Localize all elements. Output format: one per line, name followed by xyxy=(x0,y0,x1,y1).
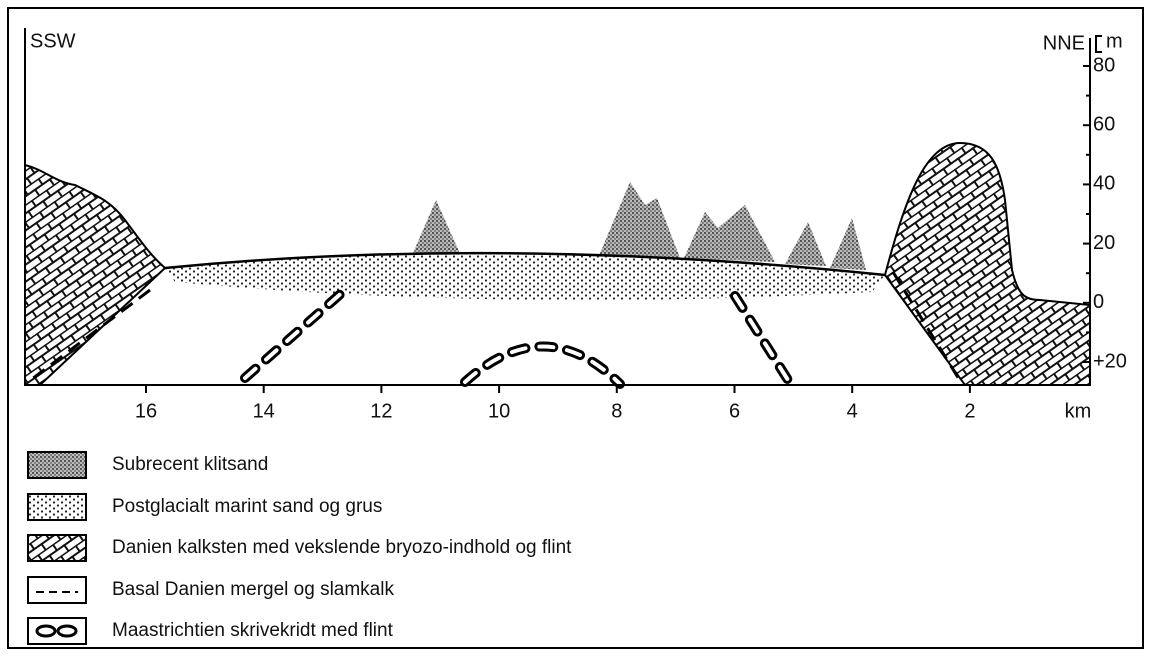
y-tick-label: 0 xyxy=(1093,291,1104,313)
legend-swatch xyxy=(28,452,86,478)
chalk-right xyxy=(885,143,1090,385)
right-label: NNE xyxy=(1043,32,1085,54)
y-tick-label: 60 xyxy=(1093,113,1115,135)
y-tick-label: 80 xyxy=(1093,54,1115,76)
page: SSW NNE m km 80 60 40 20 0 +20 16 14 12 10 8 6 4 2 Su… xyxy=(0,0,1151,656)
left-label: SSW xyxy=(30,30,76,52)
flint-bands xyxy=(245,290,788,384)
x-tick-label: 16 xyxy=(135,400,157,422)
legend-label: Postglacialt marint sand og grus xyxy=(112,496,382,517)
x-tick-label: 2 xyxy=(964,400,975,422)
y-tick-label: 20 xyxy=(1093,232,1115,254)
legend-swatch xyxy=(28,535,86,561)
legend-label: Subrecent klitsand xyxy=(112,454,268,475)
legend-swatch xyxy=(28,577,86,603)
legend-label: Maastrichtien skrivekridt med flint xyxy=(112,620,394,641)
x-tick-label: 4 xyxy=(847,400,858,422)
x-unit: km xyxy=(1065,400,1092,422)
x-tick-label: 12 xyxy=(370,400,392,422)
y-tick-label: 40 xyxy=(1093,173,1115,195)
x-tick-label: 10 xyxy=(488,400,510,422)
y-tick-label: +20 xyxy=(1093,350,1127,372)
unit: m xyxy=(1106,30,1123,52)
legend: Subrecent klitsand Postglacialt marint sa… xyxy=(28,452,572,644)
x-tick-label: 6 xyxy=(729,400,740,422)
x-tick-label: 8 xyxy=(611,400,622,422)
diagram: SSW NNE m km 80 60 40 20 0 +20 16 14 12 10 8 6 4 2 Su… xyxy=(0,0,1151,656)
legend-swatch xyxy=(28,494,86,520)
unit-bracket xyxy=(1096,36,1102,52)
legend-swatch xyxy=(28,618,86,644)
legend-label: Danien kalksten med vekslende bryozo-ind… xyxy=(112,537,572,558)
x-tick-label: 14 xyxy=(253,400,275,422)
legend-label: Basal Danien mergel og slamkalk xyxy=(112,579,394,600)
chalk-left xyxy=(25,165,165,385)
